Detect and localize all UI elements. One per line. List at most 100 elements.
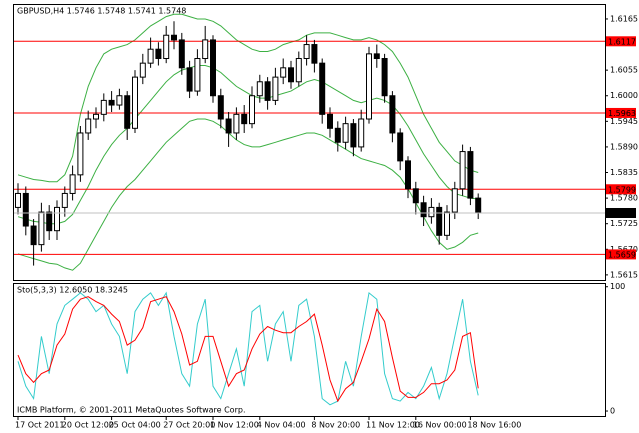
candle-body — [46, 211, 53, 232]
candle-body — [272, 76, 279, 101]
candle-body — [100, 99, 107, 115]
oscillator-panel — [13, 283, 606, 417]
y-tick-label: 100 — [610, 282, 625, 291]
y-tick-label: 1.6055 — [610, 66, 638, 75]
candle-body — [132, 76, 138, 129]
candle-body — [69, 174, 76, 194]
candle-body — [381, 58, 388, 97]
x-tick-label: 18 Nov 16:00 — [467, 421, 521, 430]
candle-body — [436, 206, 443, 236]
chart-title: GBPUSD,H4 1.5746 1.5748 1.5741 1.5748 — [17, 7, 186, 16]
candle-body — [30, 225, 37, 246]
x-tick-label: 11 Nov 12:00 — [366, 421, 420, 430]
y-tick-label: 1.5670 — [610, 245, 638, 254]
candle-body — [295, 58, 302, 83]
last-price-bg — [606, 207, 636, 218]
footer: ICMB Platform, © 2001-2011 MetaQuotes So… — [17, 406, 246, 415]
last-price-label: 1.5748 — [608, 209, 636, 218]
band-upper — [17, 13, 479, 183]
price-panel — [13, 4, 606, 281]
x-tick-label: 25 Oct 04:00 — [109, 421, 161, 430]
level-label-bg — [606, 184, 636, 195]
candle-body — [264, 81, 271, 101]
x-tick-label: 17 Oct 2011 — [15, 421, 64, 430]
oscillator-line — [17, 291, 479, 406]
candle-body — [233, 113, 240, 134]
candle-body — [139, 62, 146, 78]
candle-body — [194, 58, 201, 92]
level-label-bg — [606, 249, 636, 260]
level-label-bg — [606, 107, 636, 118]
level-label: 1.6117 — [608, 37, 636, 46]
candle-body — [475, 197, 482, 214]
candle-body — [319, 62, 326, 115]
candle-body — [327, 113, 333, 129]
y-tick-label: 1.6000 — [610, 91, 638, 100]
level-label: 1.5963 — [608, 109, 636, 118]
candle-body — [163, 34, 170, 60]
band-middle — [17, 65, 479, 225]
candle-body — [15, 192, 21, 208]
candle-body — [288, 67, 294, 83]
y-tick-label: 1.6165 — [610, 14, 638, 23]
candle-body — [178, 39, 185, 69]
x-tick-label: 27 Oct 20:00 — [163, 421, 215, 430]
y-tick-label: 0 — [610, 407, 615, 416]
candle-body — [116, 95, 123, 106]
candle-body — [186, 67, 193, 92]
candle-body — [249, 95, 255, 125]
candle-body — [428, 206, 435, 218]
candle-body — [397, 132, 404, 162]
candle-body — [373, 53, 380, 60]
x-tick-label: 1 Nov 12:00 — [210, 421, 259, 430]
oscillator-title: Sto(5,3,3) 12.6050 18.3245 — [17, 286, 128, 295]
y-tick-label: 1.5725 — [610, 219, 638, 228]
candle-body — [93, 113, 99, 120]
x-tick-label: 8 Nov 20:00 — [311, 421, 360, 430]
candle-body — [217, 95, 224, 120]
level-label-bg — [606, 36, 636, 47]
candle-body — [350, 123, 357, 148]
x-tick-label: 16 Nov 00:00 — [413, 421, 467, 430]
candle-body — [467, 151, 474, 199]
y-tick-label: 1.5615 — [610, 270, 638, 279]
candle-body — [38, 211, 45, 246]
y-tick-label: 1.5780 — [610, 194, 638, 203]
x-tick-label: 20 Oct 12:00 — [62, 421, 114, 430]
band-lower — [17, 118, 479, 271]
candle-body — [22, 192, 29, 227]
candle-body — [147, 48, 154, 64]
y-tick-label: 1.5945 — [610, 117, 638, 126]
candle-body — [85, 118, 92, 134]
level-label: 1.5659 — [608, 250, 636, 259]
candle-body — [61, 192, 68, 208]
candle-body — [444, 211, 450, 236]
oscillator-line — [17, 296, 479, 403]
candle-body — [451, 188, 458, 213]
candle-body — [459, 151, 466, 190]
candle-body — [334, 127, 341, 143]
y-tick-label: 1.5835 — [610, 168, 638, 177]
y-tick-label: 1.5890 — [610, 142, 638, 151]
candle-body — [77, 132, 84, 176]
candle-body — [155, 48, 162, 60]
candle-body — [210, 39, 216, 97]
candle-body — [311, 44, 318, 64]
candle-body — [389, 95, 396, 134]
candle-body — [225, 118, 232, 134]
level-label: 1.5799 — [608, 185, 636, 194]
candle-body — [280, 67, 287, 78]
candle-body — [171, 34, 177, 41]
candle-body — [303, 44, 310, 60]
candle-body — [256, 81, 263, 97]
candle-body — [366, 53, 372, 120]
candle-body — [420, 202, 427, 218]
candle-body — [241, 113, 248, 125]
candle-body — [108, 99, 115, 106]
x-tick-label: 4 Nov 04:00 — [257, 421, 306, 430]
candle-body — [54, 206, 60, 232]
candle-body — [405, 160, 411, 190]
candle-body — [124, 95, 131, 129]
candle-body — [412, 188, 419, 204]
